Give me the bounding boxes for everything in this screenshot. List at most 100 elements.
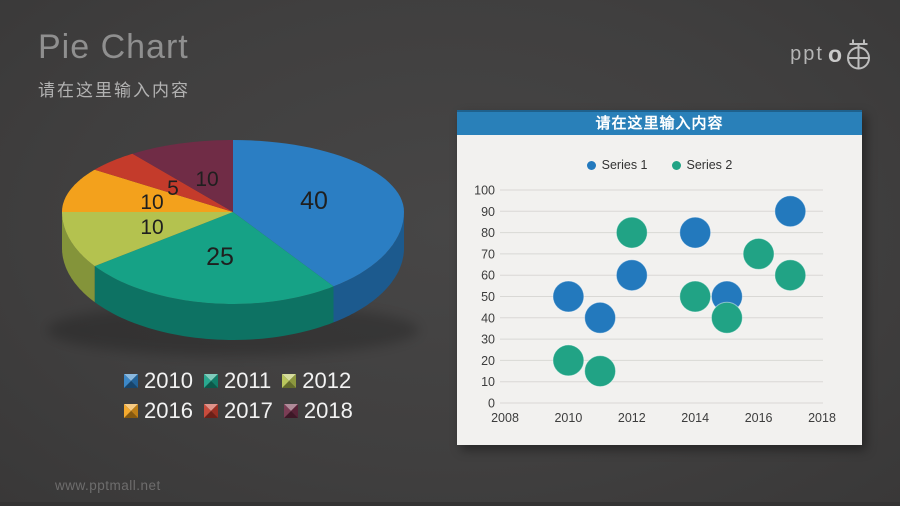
pyramid-face (290, 404, 298, 418)
pie-slice (132, 140, 233, 212)
pyramid-face (282, 374, 297, 381)
pyramid-face (203, 411, 218, 418)
pie-slice-side (62, 212, 95, 303)
pyramid-face (203, 374, 218, 381)
y-tick-label: 100 (474, 184, 495, 198)
y-tick-label: 80 (481, 226, 495, 240)
pie-data-label: 10 (195, 168, 218, 191)
brand-logo: ppt o (790, 38, 872, 71)
bubble-series-1 (615, 259, 648, 292)
pie-legend-label: 2016 (144, 398, 193, 423)
pyramid-face (282, 374, 290, 388)
pie-legend: 2010 2011 2012 2016 2017 2018 (124, 368, 353, 424)
pie-legend-label: 2010 (144, 368, 193, 393)
pie-slice-side (94, 266, 334, 340)
pot-compass-icon (847, 39, 870, 70)
pyramid-face (124, 411, 138, 418)
pie-data-label: 25 (206, 243, 234, 271)
pyramid-face (203, 374, 211, 388)
pyramid-face (283, 411, 298, 418)
pie-legend-row: 2010 2011 2012 (124, 368, 353, 394)
bubble-series-2 (679, 280, 712, 313)
pie-shadow (47, 304, 419, 356)
pie-legend-row: 2016 2017 2018 (124, 398, 353, 424)
panel-header-title: 请在这里输入内容 (457, 110, 862, 135)
y-tick-label: 40 (481, 311, 495, 325)
pyramid-face (124, 374, 138, 381)
pyramid-face (282, 381, 297, 388)
pie-slice (62, 212, 233, 267)
bubble-series-2 (615, 216, 648, 249)
watermark: www.pptmall.net (55, 478, 161, 493)
pie-slice (233, 140, 404, 287)
x-tick-label: 2016 (745, 411, 773, 425)
pie-legend-item-2016: 2016 (124, 398, 193, 424)
pie-data-label: 10 (140, 191, 163, 214)
pie-legend-item-2017: 2017 (203, 398, 273, 424)
title-block: Pie Chart 请在这里输入内容 (38, 28, 190, 101)
pyramid-face (131, 404, 138, 418)
y-tick-label: 90 (481, 205, 495, 219)
pie-legend-label: 2017 (223, 398, 273, 423)
pyramid-face (210, 404, 218, 418)
pie-slice-side (333, 212, 404, 323)
pyramid-face (283, 404, 298, 411)
pie-data-label: 5 (167, 177, 179, 200)
series-label: Series 1 (601, 158, 648, 172)
y-tick-label: 60 (481, 269, 495, 283)
series-label: Series 2 (686, 158, 733, 172)
bubble-series-2 (742, 237, 775, 270)
brand-o: o (827, 41, 842, 67)
pie-legend-label: 2011 (223, 368, 272, 393)
y-tick-label: 30 (481, 333, 495, 347)
legend-pyramid-icon (124, 404, 138, 418)
y-tick-label: 50 (481, 290, 495, 304)
bubble-series-2 (774, 259, 807, 292)
brand-text: ppt (790, 43, 824, 65)
page-title: Pie Chart (38, 28, 189, 66)
bubble-series-2 (584, 355, 617, 388)
legend-pyramid-icon (283, 404, 298, 418)
pie-slice (94, 212, 334, 304)
bubble-series-2 (710, 301, 743, 334)
y-tick-label: 20 (481, 354, 495, 368)
bubble-series-1 (679, 216, 712, 249)
bottom-strip (0, 502, 900, 506)
pyramid-face (124, 404, 131, 418)
pie-slice (62, 169, 233, 212)
legend-pyramid-icon (124, 374, 138, 388)
bubble-series-1 (552, 280, 585, 313)
pie-slice (94, 153, 233, 212)
legend-pyramid-icon (203, 374, 218, 388)
series-dot-icon (586, 160, 596, 170)
pie-legend-item-2018: 2018 (283, 398, 353, 424)
x-tick-label: 2014 (681, 411, 709, 425)
pie-legend-item-2011: 2011 (203, 368, 272, 394)
pie-legend-label: 2012 (302, 368, 352, 393)
pie-legend-item-2012: 2012 (282, 368, 351, 394)
pyramid-face (124, 381, 138, 388)
pie-legend-label: 2018 (303, 398, 353, 423)
scatter-legend-item: Series 2 (671, 158, 733, 172)
chart-panel: 请在这里输入内容 Series 1 Series 2 0 10 20 30 40 50 60 7… (457, 110, 862, 445)
pyramid-face (203, 381, 218, 388)
x-tick-label: 2008 (491, 411, 519, 425)
x-tick-label: 2010 (554, 411, 582, 425)
scatter-legend-item: Series 1 (586, 158, 648, 172)
pie-data-label: 10 (140, 216, 163, 239)
pyramid-face (203, 404, 211, 418)
series-dot-icon (671, 160, 681, 170)
pyramid-face (124, 404, 138, 411)
x-tick-label: 2012 (618, 411, 646, 425)
y-tick-label: 70 (481, 247, 495, 261)
legend-pyramid-icon (203, 404, 218, 418)
pie-data-label: 40 (300, 187, 328, 215)
pyramid-face (283, 404, 291, 418)
page-subtitle: 请在这里输入内容 (38, 81, 190, 100)
pyramid-face (203, 404, 218, 411)
bubble-series-1 (584, 301, 617, 334)
bubble-series-2 (552, 344, 585, 377)
legend-pyramid-icon (282, 374, 297, 388)
pie-legend-item-2010: 2010 (124, 368, 193, 394)
